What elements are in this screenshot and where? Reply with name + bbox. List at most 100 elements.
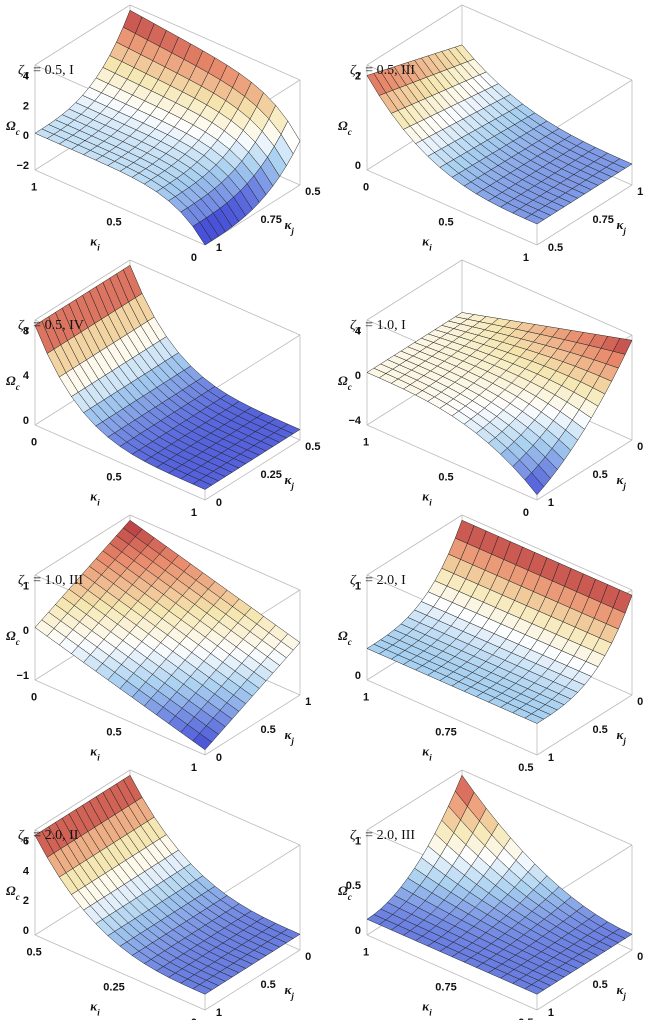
y-axis-label-subscript: j <box>621 991 626 1001</box>
panel-title-symbol: ζ <box>18 318 25 333</box>
box-edge <box>34 934 206 1011</box>
y-tick-label: 1 <box>637 186 643 198</box>
y-axis-label: κj <box>617 472 627 491</box>
panel-title-subscript: T <box>24 836 30 846</box>
box-edge <box>461 769 633 846</box>
y-tick-label: 1 <box>216 242 222 254</box>
x-tick-label: 0 <box>31 691 37 703</box>
box-edge <box>536 949 633 1011</box>
surface <box>366 312 633 496</box>
panel-title-text: = 2.0, III <box>365 828 415 843</box>
z-axis-label-symbol: Ω <box>338 373 348 388</box>
z-tick-label: 0.5 <box>346 880 361 892</box>
panel-title-text: = 0.5, IV <box>33 318 84 333</box>
x-tick-label: 0.5 <box>26 946 41 958</box>
x-axis-label-subscript: i <box>429 498 432 508</box>
x-axis-label-symbol: κ <box>422 999 430 1014</box>
y-axis-label-subscript: j <box>621 226 626 236</box>
z-tick-label: 0 <box>355 370 361 382</box>
x-axis-label-symbol: κ <box>90 489 98 504</box>
surface <box>34 9 301 246</box>
y-axis-label-symbol: κ <box>617 982 625 997</box>
y-tick-label: 0.5 <box>261 979 276 991</box>
box-edge <box>536 184 633 246</box>
panel-title-text: = 0.5, I <box>33 63 74 78</box>
y-tick-label: 0 <box>637 951 643 963</box>
box-edge <box>204 694 301 756</box>
panel-title: ζT = 2.0, II <box>18 828 79 846</box>
surface <box>34 264 301 490</box>
box-edge <box>129 769 301 846</box>
x-tick-label: 0.5 <box>518 1017 533 1020</box>
z-tick-label: 0 <box>355 160 361 172</box>
y-tick-label: 1 <box>305 696 311 708</box>
y-axis-label-subscript: j <box>289 226 294 236</box>
x-tick-label: 1 <box>523 252 529 264</box>
panel-title-text: = 1.0, I <box>365 318 406 333</box>
surface <box>366 774 633 995</box>
z-axis-label: Ωc <box>338 883 352 902</box>
y-tick-label: 0.5 <box>261 724 276 736</box>
y-axis-label: κj <box>285 727 295 746</box>
surface-patch <box>524 984 545 995</box>
box-edge <box>34 259 131 321</box>
box-edge <box>366 934 538 1011</box>
x-axis-label-symbol: κ <box>422 489 430 504</box>
panel-title-subscript: T <box>356 581 362 591</box>
box-edge <box>461 514 633 591</box>
x-tick-label: 1 <box>363 691 369 703</box>
x-axis-label-symbol: κ <box>422 234 430 249</box>
z-tick-label: 0 <box>23 925 29 937</box>
box-edge <box>34 4 131 66</box>
x-axis-label-symbol: κ <box>90 234 98 249</box>
y-axis-label-subscript: j <box>289 736 294 746</box>
x-axis-label-subscript: i <box>97 1008 100 1018</box>
z-tick-label: 6 <box>23 836 29 848</box>
x-axis-label-subscript: i <box>97 243 100 253</box>
x-axis-label: κi <box>422 234 432 253</box>
box-edge <box>461 4 633 81</box>
z-tick-label: 0 <box>23 415 29 427</box>
y-axis-label-symbol: κ <box>285 217 293 232</box>
x-tick-label: 0 <box>191 1017 197 1020</box>
y-axis-label-subscript: j <box>289 481 294 491</box>
surface <box>366 44 633 225</box>
box-edge <box>129 259 301 336</box>
y-axis-label-symbol: κ <box>617 472 625 487</box>
x-axis-label: κi <box>90 489 100 508</box>
z-tick-label: 0 <box>355 670 361 682</box>
y-axis-label: κj <box>285 217 295 236</box>
x-axis-label: κi <box>90 999 100 1018</box>
box-edge <box>366 679 538 756</box>
surface-patch <box>192 479 213 490</box>
y-axis-label-symbol: κ <box>617 217 625 232</box>
y-tick-label: 0.5 <box>593 469 608 481</box>
panel-title: ζT = 1.0, III <box>18 573 83 591</box>
z-axis-label: Ωc <box>6 118 20 137</box>
x-axis-label-symbol: κ <box>422 744 430 759</box>
x-axis-label: κi <box>90 234 100 253</box>
y-tick-label: 0 <box>305 951 311 963</box>
z-tick-label: 2 <box>23 100 29 112</box>
surface <box>34 774 301 995</box>
panel-title-text: = 1.0, III <box>33 573 83 588</box>
box-edge <box>366 769 463 831</box>
y-tick-label: 1 <box>216 1007 222 1019</box>
box-edge <box>204 334 301 396</box>
z-axis-label: Ωc <box>6 883 20 902</box>
box-edge <box>366 4 463 66</box>
y-axis-label: κj <box>617 217 627 236</box>
z-tick-label: −4 <box>348 415 361 427</box>
y-tick-label: 0.75 <box>261 214 282 226</box>
z-tick-label: −1 <box>16 670 29 682</box>
x-tick-label: 1 <box>363 436 369 448</box>
panel-title-symbol: ζ <box>18 63 25 78</box>
z-tick-label: 0 <box>23 625 29 637</box>
surface-patch <box>524 214 545 225</box>
y-axis-label: κj <box>617 727 627 746</box>
y-tick-label: 0.5 <box>305 186 320 198</box>
z-axis-label: Ωc <box>6 373 20 392</box>
x-tick-label: 1 <box>363 946 369 958</box>
x-axis-label-symbol: κ <box>90 744 98 759</box>
